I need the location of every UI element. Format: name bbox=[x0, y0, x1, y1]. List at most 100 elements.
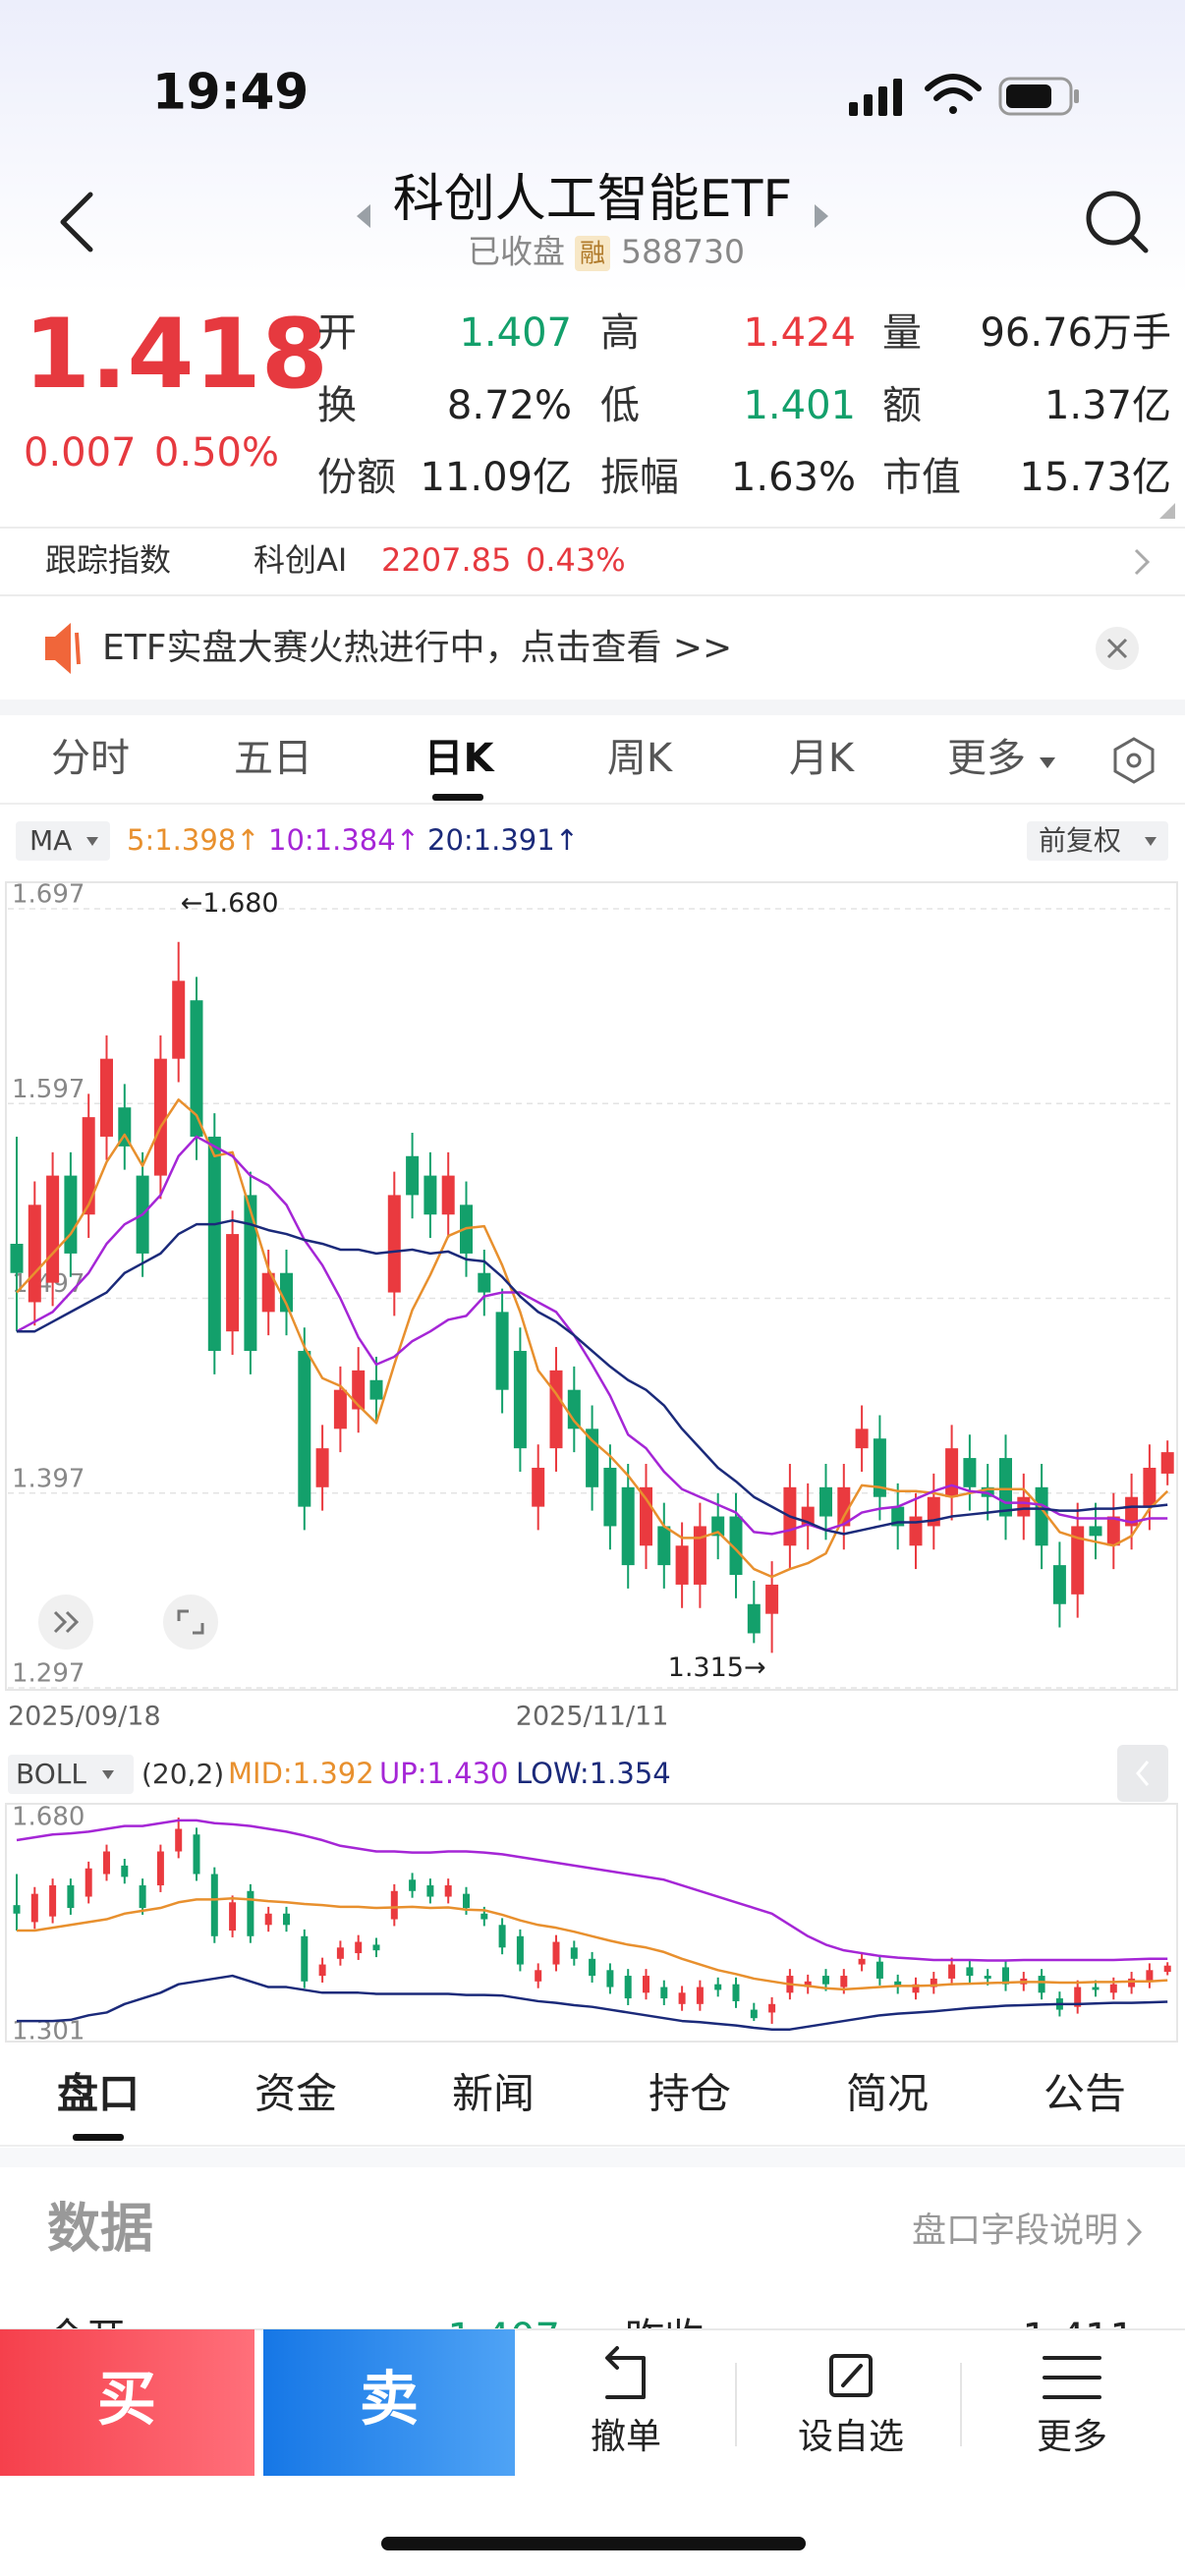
candle-body bbox=[1106, 1516, 1120, 1546]
chart-tab[interactable]: 日K bbox=[424, 736, 496, 781]
candle-body bbox=[423, 1175, 437, 1215]
bottom-tab[interactable]: 资金 bbox=[254, 2070, 337, 2118]
expand-button[interactable] bbox=[38, 1595, 93, 1650]
action-button[interactable]: 撤单 bbox=[591, 2417, 661, 2457]
action-button[interactable]: 设自选 bbox=[798, 2417, 904, 2457]
candle-body bbox=[390, 1890, 398, 1920]
candle-body bbox=[1002, 1967, 1009, 1985]
back-button[interactable] bbox=[60, 192, 93, 252]
banner-text[interactable]: ETF实盘大赛火热进行中，点击查看 >> bbox=[102, 628, 732, 668]
candle-body bbox=[532, 1467, 545, 1507]
candle-body bbox=[696, 1987, 704, 2004]
ma-legend: 5:1.398↑ 10:1.384↑ 20:1.391↑ bbox=[127, 823, 579, 857]
wifi-icon bbox=[925, 74, 982, 114]
candle-body bbox=[153, 1058, 167, 1176]
stat-value: 1.63% bbox=[731, 455, 856, 500]
candle-body bbox=[586, 1428, 599, 1487]
candle-body bbox=[603, 1467, 617, 1527]
indicator-line bbox=[16, 1819, 1168, 1962]
signal-icon bbox=[849, 79, 902, 116]
side-tab[interactable] bbox=[1117, 1745, 1168, 1802]
candle-body bbox=[315, 1448, 329, 1487]
candle-body bbox=[711, 1516, 725, 1537]
chart-tab[interactable]: 更多 bbox=[947, 736, 1026, 781]
sell-label[interactable]: 卖 bbox=[360, 2366, 419, 2435]
chart-tab[interactable]: 分时 bbox=[51, 736, 130, 781]
next-arrow[interactable] bbox=[815, 204, 828, 228]
candle-body bbox=[858, 1958, 866, 1965]
search-button[interactable] bbox=[1086, 191, 1149, 253]
prev-arrow[interactable] bbox=[357, 204, 370, 228]
candle-body bbox=[46, 1175, 60, 1283]
candle-body bbox=[352, 1370, 366, 1410]
y-tick-label: 1.697 bbox=[12, 880, 85, 910]
indicator-line bbox=[17, 1974, 1168, 2031]
candle-body bbox=[333, 1389, 347, 1429]
buy-button[interactable] bbox=[0, 2329, 254, 2476]
stat-label: 振幅 bbox=[600, 455, 679, 500]
settings-icon-dot bbox=[1126, 753, 1142, 768]
candle-body bbox=[28, 1204, 41, 1303]
candle-body bbox=[498, 1925, 506, 1948]
bottom-tab[interactable]: 新闻 bbox=[452, 2070, 535, 2118]
ma-legend-entry: 5:1.398↑ bbox=[127, 823, 260, 857]
adjust-caret bbox=[1145, 837, 1157, 846]
action-button[interactable]: 更多 bbox=[1037, 2417, 1107, 2457]
candle-body bbox=[621, 1486, 635, 1566]
candle-body bbox=[1038, 1976, 1045, 1993]
ma-button-bg[interactable] bbox=[16, 821, 110, 861]
candle-body bbox=[999, 1458, 1012, 1517]
banner-close[interactable] bbox=[1096, 627, 1139, 670]
boll-button[interactable]: BOLL bbox=[16, 1758, 86, 1790]
x-tick-label: 2025/09/18 bbox=[8, 1702, 161, 1732]
expand-corner[interactable] bbox=[1159, 503, 1175, 519]
bottom-tab[interactable]: 持仓 bbox=[649, 2070, 731, 2118]
margin-badge: 融 bbox=[580, 240, 605, 269]
boll-params: (20,2) bbox=[141, 1758, 224, 1790]
boll-legend: MID:1.392 UP:1.430 LOW:1.354 bbox=[228, 1757, 671, 1790]
ma-button[interactable]: MA bbox=[29, 824, 72, 857]
candle-body bbox=[13, 1905, 21, 1914]
settings-icon[interactable] bbox=[1113, 737, 1155, 784]
boll-button-bg[interactable] bbox=[8, 1755, 134, 1794]
stat-value: 96.76万手 bbox=[980, 310, 1171, 356]
margin-badge-bg bbox=[575, 236, 610, 271]
status-time: 19:49 bbox=[152, 64, 309, 121]
candle-body bbox=[406, 1155, 420, 1196]
candle-body bbox=[1074, 1987, 1082, 2007]
action-icons bbox=[605, 2346, 1101, 2399]
data-title: 数据 bbox=[47, 2198, 153, 2260]
tracking-chevron[interactable] bbox=[1134, 548, 1151, 576]
candle-body bbox=[175, 1828, 183, 1852]
chart-tab[interactable]: 五日 bbox=[234, 736, 312, 781]
buy-label[interactable]: 买 bbox=[97, 2366, 156, 2435]
candle-body bbox=[894, 1981, 902, 1988]
bottom-tab[interactable]: 简况 bbox=[846, 2070, 929, 2118]
candle-body bbox=[912, 1984, 920, 1993]
data-link[interactable]: 盘口字段说明 bbox=[912, 2212, 1118, 2251]
y-tick-label: 1.680 bbox=[12, 1803, 85, 1832]
candle-body bbox=[855, 1428, 869, 1449]
chart-tab[interactable]: 月K bbox=[789, 736, 856, 781]
fullscreen-button[interactable] bbox=[163, 1595, 218, 1650]
candle-body bbox=[675, 1545, 689, 1585]
indicator-line bbox=[17, 1897, 1168, 1991]
stat-label: 市值 bbox=[882, 455, 961, 500]
sell-button[interactable] bbox=[263, 2329, 515, 2476]
bottom-tab[interactable]: 盘口 bbox=[57, 2070, 140, 2118]
ma-legend-entry: 20:1.391↑ bbox=[427, 823, 579, 857]
candle-body bbox=[837, 1486, 851, 1527]
boll-chart-frame bbox=[5, 1803, 1178, 2043]
chart-tab[interactable]: 周K bbox=[607, 736, 674, 781]
candle-body bbox=[549, 1370, 563, 1449]
candle-body bbox=[1125, 1496, 1139, 1527]
candle-body bbox=[750, 2009, 758, 2019]
stat-value: 1.424 bbox=[743, 310, 856, 356]
bottom-tab[interactable]: 公告 bbox=[1044, 2070, 1126, 2118]
adjust-button[interactable]: 前复权 bbox=[1039, 824, 1121, 857]
adjust-button-bg[interactable] bbox=[1027, 821, 1168, 861]
candle-body bbox=[444, 1885, 452, 1897]
market-state: 已收盘 bbox=[468, 233, 565, 271]
